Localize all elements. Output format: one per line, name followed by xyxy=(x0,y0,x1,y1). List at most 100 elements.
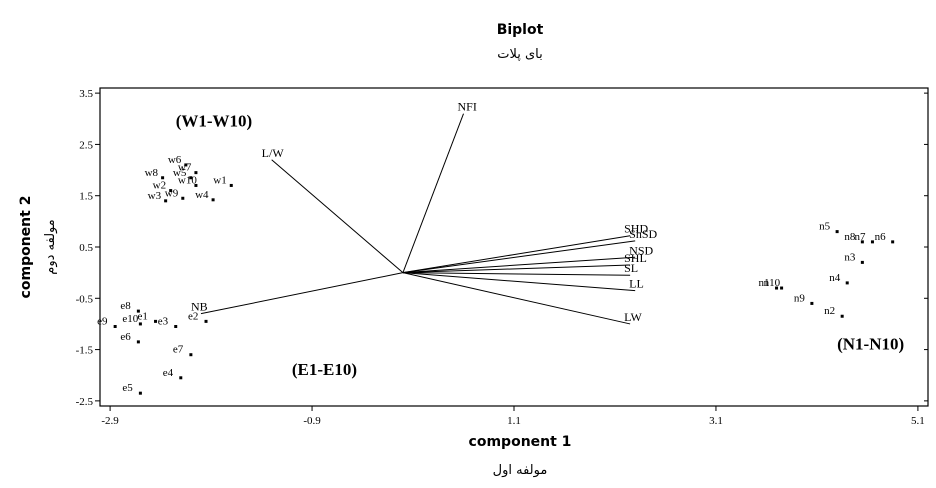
score-point-label: w1 xyxy=(213,174,226,186)
group-label: (N1-N10) xyxy=(837,335,904,354)
x-tick-label: -2.9 xyxy=(101,415,119,427)
score-point-label: w6 xyxy=(168,154,182,166)
score-point-label: e5 xyxy=(122,382,133,394)
score-point-marker xyxy=(161,176,165,180)
score-point-label: e9 xyxy=(97,316,108,328)
score-point-label: n10 xyxy=(764,277,781,289)
axis-ticks: -2.9 -0.9 1.1 3.1 5.1 3.5 2.5 1.5 0.5 -0.5 -1.5 -2.… xyxy=(76,88,928,427)
y-axis-label: component 2 xyxy=(18,196,34,299)
score-point-label: e2 xyxy=(188,310,198,322)
x-tick-label: 3.1 xyxy=(709,415,723,427)
y-tick-label: 0.5 xyxy=(79,242,93,254)
score-point-label: w10 xyxy=(178,174,197,186)
score-point-label: e7 xyxy=(173,344,184,356)
score-point-label: w5 xyxy=(173,167,187,179)
score-point-label: n9 xyxy=(794,292,806,304)
group-label: (W1-W10) xyxy=(176,111,252,130)
score-point-marker xyxy=(138,322,142,326)
score-point-label: w7 xyxy=(178,162,192,174)
score-point-label: w4 xyxy=(195,189,209,201)
score-point-marker xyxy=(181,196,185,200)
loading-vector-label: SL xyxy=(624,261,638,275)
loading-vector-label: NB xyxy=(191,300,208,314)
x-axis-label: component 1 xyxy=(469,434,572,450)
score-point-marker xyxy=(204,319,208,323)
loading-vector-label: LL xyxy=(629,277,644,291)
score-point-marker xyxy=(891,240,895,244)
x-tick-label: -0.9 xyxy=(303,415,321,427)
loading-vector-line xyxy=(402,240,636,274)
loading-vector-line xyxy=(402,264,631,274)
group-labels: (W1-W10) (E1-E10) (N1-N10) xyxy=(176,111,904,379)
score-point-marker xyxy=(860,240,864,244)
score-point-marker xyxy=(154,319,158,323)
score-point-label: e10 xyxy=(122,313,138,325)
chart-title: Biplot xyxy=(497,22,544,38)
score-point-label: n8 xyxy=(844,231,856,243)
score-point-marker xyxy=(860,260,864,264)
loading-vector-label: NFI xyxy=(458,100,477,114)
y-axis-label-secondary: مولفه دوم xyxy=(43,219,58,274)
score-point-marker xyxy=(211,198,215,202)
x-axis-label-secondary: مولفه اول xyxy=(493,463,548,478)
y-tick-label: 1.5 xyxy=(79,191,93,203)
score-point-marker xyxy=(136,340,140,344)
score-point-marker xyxy=(194,183,198,187)
loading-vector-line xyxy=(402,272,636,292)
score-point-label: w2 xyxy=(153,180,166,192)
score-point-label: e4 xyxy=(163,367,174,379)
y-tick-label: -0.5 xyxy=(76,293,94,305)
loading-vector-label: NSD xyxy=(629,243,653,257)
score-point-marker xyxy=(194,171,198,175)
loading-vector-line xyxy=(271,159,404,274)
score-point-marker xyxy=(169,189,173,193)
score-point-marker xyxy=(780,286,784,290)
score-point-marker xyxy=(845,281,849,285)
score-point-label: w8 xyxy=(145,167,159,179)
score-point-label: n2 xyxy=(824,305,835,317)
score-point-marker xyxy=(164,199,168,203)
loading-vector-label: ShSD xyxy=(629,227,657,241)
score-point-label: n7 xyxy=(854,231,866,243)
score-point-label: w9 xyxy=(165,187,179,199)
score-point-marker xyxy=(870,240,874,244)
score-point-marker xyxy=(775,286,779,290)
y-tick-label: -2.5 xyxy=(76,396,94,408)
x-tick-label: 1.1 xyxy=(507,415,521,427)
score-point-label: w3 xyxy=(148,190,162,202)
loading-vector-label: L/W xyxy=(262,146,285,160)
score-point-label: n6 xyxy=(875,231,887,243)
score-point-marker xyxy=(189,176,193,180)
score-point-label: n4 xyxy=(829,272,841,284)
plot-frame xyxy=(99,87,929,407)
loading-vector-label: LW xyxy=(624,310,642,324)
loading-vector-line xyxy=(200,272,404,315)
score-point-marker xyxy=(113,325,117,328)
loading-vector-line xyxy=(402,256,636,274)
loading-vector-line xyxy=(402,113,464,273)
score-point-marker xyxy=(810,301,814,305)
score-point-label: n5 xyxy=(819,221,831,233)
y-tick-label: -1.5 xyxy=(76,345,94,357)
loading-vector-label: SHD xyxy=(624,222,648,236)
score-point-label: e3 xyxy=(158,316,169,328)
score-point-label: e6 xyxy=(120,331,131,343)
score-point-label: e8 xyxy=(120,300,131,312)
group-label: (E1-E10) xyxy=(292,360,357,379)
score-point-marker xyxy=(840,314,844,318)
score-point-marker xyxy=(138,391,142,395)
score-point-marker xyxy=(179,376,183,380)
score-point-marker xyxy=(835,230,839,234)
score-point-marker xyxy=(136,309,140,313)
loading-vector-line xyxy=(402,272,631,325)
loading-vector-label: SHL xyxy=(624,251,647,265)
score-point-marker xyxy=(184,163,188,167)
score-point-label: n1 xyxy=(759,277,770,289)
chart-subtitle: بای پلات xyxy=(497,47,543,62)
score-point-marker xyxy=(229,183,233,187)
score-point-marker xyxy=(189,353,193,357)
x-tick-label: 5.1 xyxy=(911,415,925,427)
